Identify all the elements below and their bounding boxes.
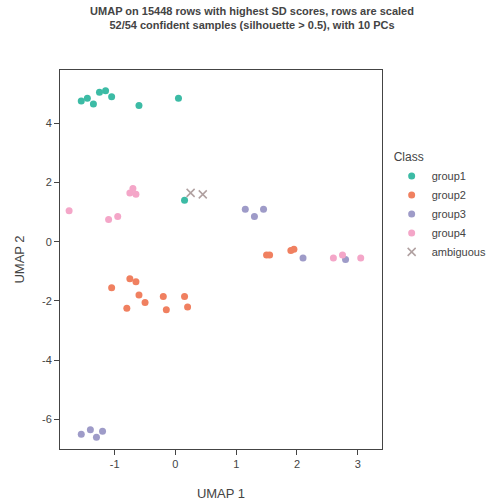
svg-text:group3: group3	[432, 208, 466, 220]
svg-text:-6: -6	[42, 413, 52, 425]
svg-text:ambiguous: ambiguous	[432, 246, 486, 258]
svg-text:4: 4	[46, 117, 52, 129]
svg-text:-1: -1	[110, 458, 120, 470]
svg-text:1: 1	[233, 458, 239, 470]
svg-text:UMAP 1: UMAP 1	[197, 486, 245, 501]
svg-text:3: 3	[355, 458, 361, 470]
svg-text:0: 0	[46, 236, 52, 248]
svg-text:-2: -2	[42, 295, 52, 307]
svg-text:0: 0	[172, 458, 178, 470]
svg-text:UMAP 2: UMAP 2	[12, 235, 27, 283]
svg-text:-4: -4	[42, 354, 52, 366]
svg-text:UMAP on 15448 rows with highes: UMAP on 15448 rows with highest SD score…	[90, 5, 414, 31]
svg-text:group2: group2	[432, 189, 466, 201]
svg-text:2: 2	[46, 176, 52, 188]
svg-text:group1: group1	[432, 170, 466, 182]
svg-text:group4: group4	[432, 227, 466, 239]
svg-text:Class: Class	[394, 150, 424, 164]
svg-text:2: 2	[294, 458, 300, 470]
